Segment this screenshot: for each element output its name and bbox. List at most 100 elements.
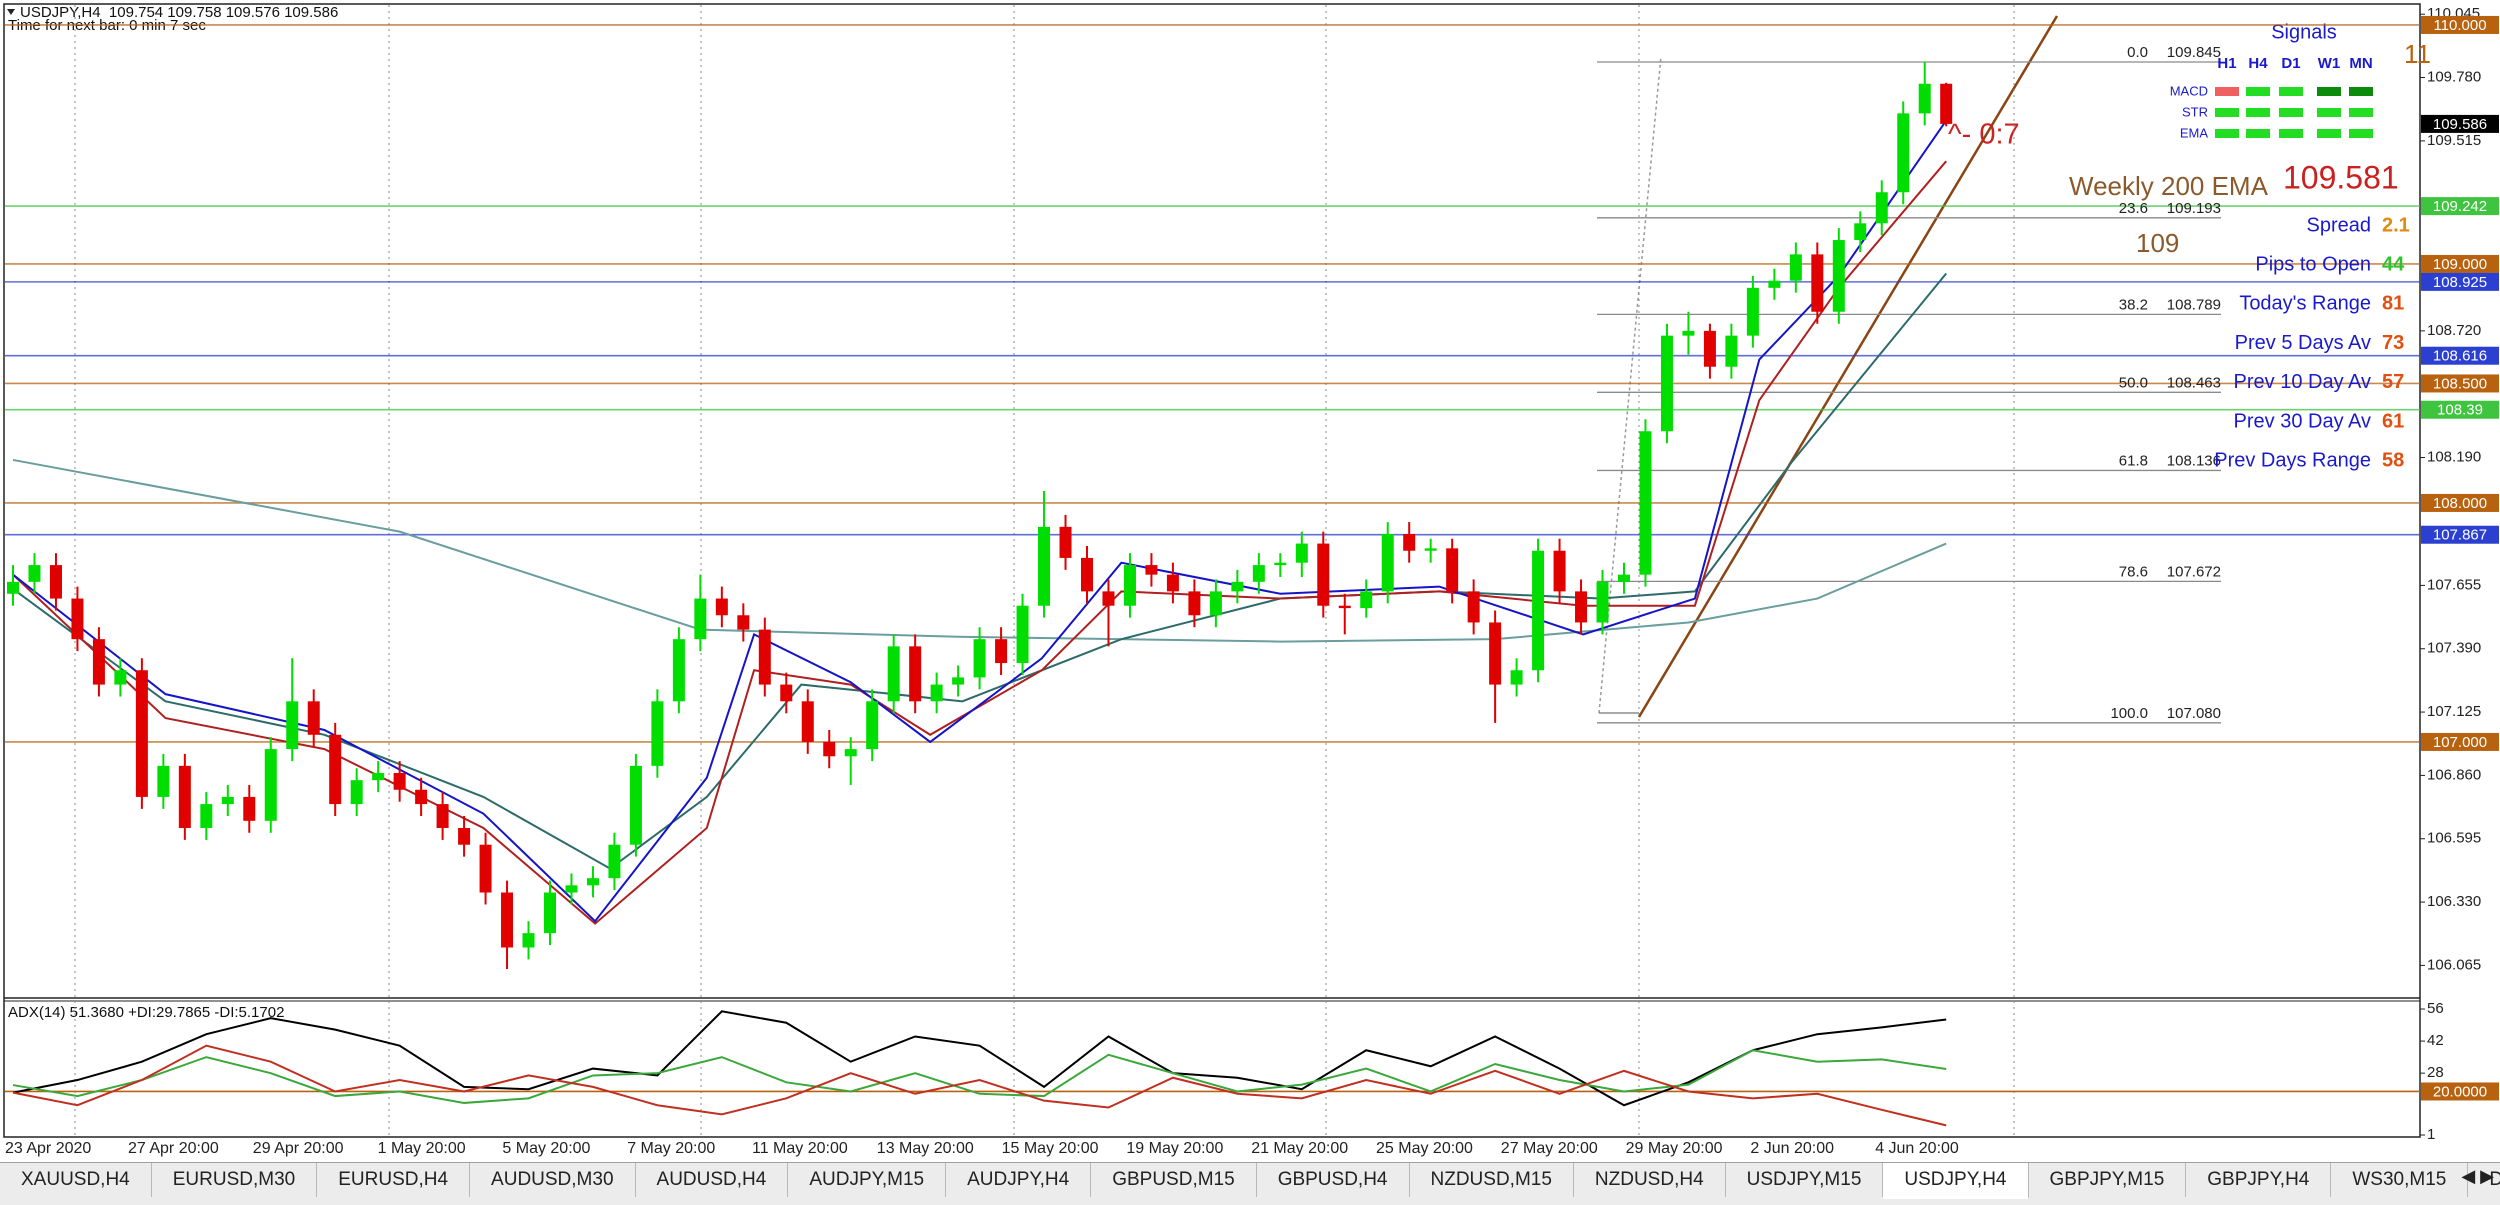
price-level-label: 109.000 [2433, 256, 2487, 273]
candle-body [1166, 574, 1179, 592]
candle-body [157, 765, 170, 797]
y-tick-label: 109.515 [2427, 132, 2481, 149]
candle-body [715, 598, 728, 616]
candle-body [1639, 431, 1652, 575]
candle-body [1854, 223, 1867, 241]
x-tick-label: 23 Apr 2020 [5, 1140, 91, 1157]
candle-body [1746, 287, 1759, 336]
y-tick-label: 56 [2427, 1000, 2444, 1017]
chart-tab[interactable]: XAUUSD,H4 [0, 1163, 152, 1197]
candle-body [1381, 534, 1394, 592]
x-tick-label: 11 May 20:00 [752, 1140, 848, 1157]
chart-tab[interactable]: GBPUSD,M15 [1091, 1163, 1257, 1197]
chart-tab[interactable]: GBPJPY,H4 [2186, 1163, 2332, 1197]
y-tick-label: 106.330 [2427, 893, 2481, 910]
tab-bar: XAUUSD,H4 EURUSD,M30 EURUSD,H4 AUDUSD,M30 AU… [0, 1162, 2500, 1205]
chart-tab[interactable]: USDJPY,H4 [1883, 1163, 2029, 1199]
fib-price: 107.672 [2167, 563, 2221, 580]
signal-box [2279, 108, 2303, 117]
fib-level: 38.2 [2119, 296, 2148, 313]
chart-tab[interactable]: AUDJPY,H4 [946, 1163, 1092, 1197]
candle-body [1618, 574, 1630, 582]
candle-body [1231, 581, 1244, 592]
price-level-tag [2421, 114, 2499, 133]
candle-body [1424, 548, 1437, 551]
chart-tab[interactable]: DAX30,M15 [2468, 1163, 2500, 1197]
chart-tab[interactable]: WS30,M15 [2331, 1163, 2469, 1197]
fib-price: 108.789 [2167, 296, 2221, 313]
signal-row-label: MACD [2170, 83, 2208, 98]
candle-body [780, 684, 793, 702]
tab-scroll[interactable]: ◀ ▶ [2461, 1166, 2494, 1186]
candle-body [1875, 192, 1888, 224]
candle-body [995, 639, 1008, 664]
signal-box [2317, 87, 2341, 96]
candle-body [651, 701, 664, 766]
candle-body [436, 804, 449, 828]
chart-tab[interactable]: AUDJPY,M15 [788, 1163, 947, 1197]
price-level-label: 108.616 [2433, 348, 2487, 365]
chart-tab[interactable]: GBPJPY,M15 [2029, 1163, 2187, 1197]
candle-body [629, 765, 642, 845]
collapse-arrow[interactable] [7, 9, 15, 15]
price-level-tag [2421, 254, 2499, 273]
price-level-label: 109.242 [2433, 198, 2487, 215]
y-tick-label: 28 [2427, 1064, 2444, 1081]
x-tick-label: 19 May 20:00 [1126, 1140, 1223, 1157]
info-label: Today's Range [2239, 293, 2371, 315]
chart-tab[interactable]: EURUSD,M30 [152, 1163, 318, 1197]
chart-tab[interactable]: NZDUSD,H4 [1574, 1163, 1726, 1197]
price-level-label: 108.000 [2433, 495, 2487, 512]
candle-body [28, 565, 41, 582]
info-value: 2.1 [2382, 214, 2410, 236]
price-level-label: 108.500 [2433, 375, 2487, 392]
info-label: Prev 10 Day Av [2234, 371, 2371, 393]
chart-tab[interactable]: AUDUSD,M30 [470, 1163, 636, 1197]
x-tick-label: 5 May 20:00 [502, 1140, 590, 1157]
candle-body [350, 780, 363, 805]
chart-tab[interactable]: GBPUSD,H4 [1257, 1163, 1410, 1197]
fib-anchor-line [1598, 55, 1662, 714]
indicator-line [12, 1010, 1947, 1107]
candle-body [49, 565, 62, 599]
fib-level: 61.8 [2119, 452, 2148, 469]
price-level-tag [2421, 374, 2499, 393]
candle-body [243, 796, 256, 821]
fib-level: 100.0 [2110, 705, 2148, 722]
chart-tab[interactable]: NZDUSD,M15 [1410, 1163, 1574, 1197]
x-tick-label: 27 May 20:00 [1501, 1140, 1598, 1157]
candle-body [1532, 550, 1545, 671]
x-tick-label: 15 May 20:00 [1002, 1140, 1099, 1157]
signal-box [2349, 87, 2373, 96]
candle-body [1897, 113, 1910, 193]
candle-body [1918, 83, 1931, 114]
chart-tab[interactable]: USDJPY,M15 [1726, 1163, 1884, 1197]
candle-body [92, 639, 105, 685]
signal-box [2349, 108, 2373, 117]
y-tick-label: 42 [2427, 1032, 2444, 1049]
candle-body [887, 646, 900, 702]
candle-body [1145, 565, 1158, 575]
chart-tab[interactable]: EURUSD,H4 [317, 1163, 471, 1197]
candle-body [866, 701, 879, 750]
candle-body [565, 885, 578, 893]
price-level-label: 108.925 [2433, 274, 2487, 291]
y-tick-label: 1 [2427, 1126, 2435, 1143]
y-tick-label: 107.390 [2427, 640, 2481, 657]
candle-body [952, 677, 965, 685]
x-tick-label: 2 Jun 20:00 [1750, 1140, 1834, 1157]
price-level-label: 110.000 [2433, 17, 2486, 34]
candle-body [7, 581, 19, 594]
candle-body [200, 804, 213, 828]
candle-body [1811, 254, 1824, 312]
chart-tab[interactable]: AUDUSD,H4 [636, 1163, 789, 1197]
signal-box [2246, 129, 2270, 138]
candle-body [1081, 557, 1093, 592]
candle-body [264, 749, 277, 821]
candle-body [608, 844, 621, 879]
price-level-label: 107.867 [2433, 527, 2487, 544]
candle-body [1682, 330, 1695, 336]
candle-body [286, 701, 299, 750]
candle-body [586, 878, 599, 886]
candle-body [393, 773, 406, 790]
